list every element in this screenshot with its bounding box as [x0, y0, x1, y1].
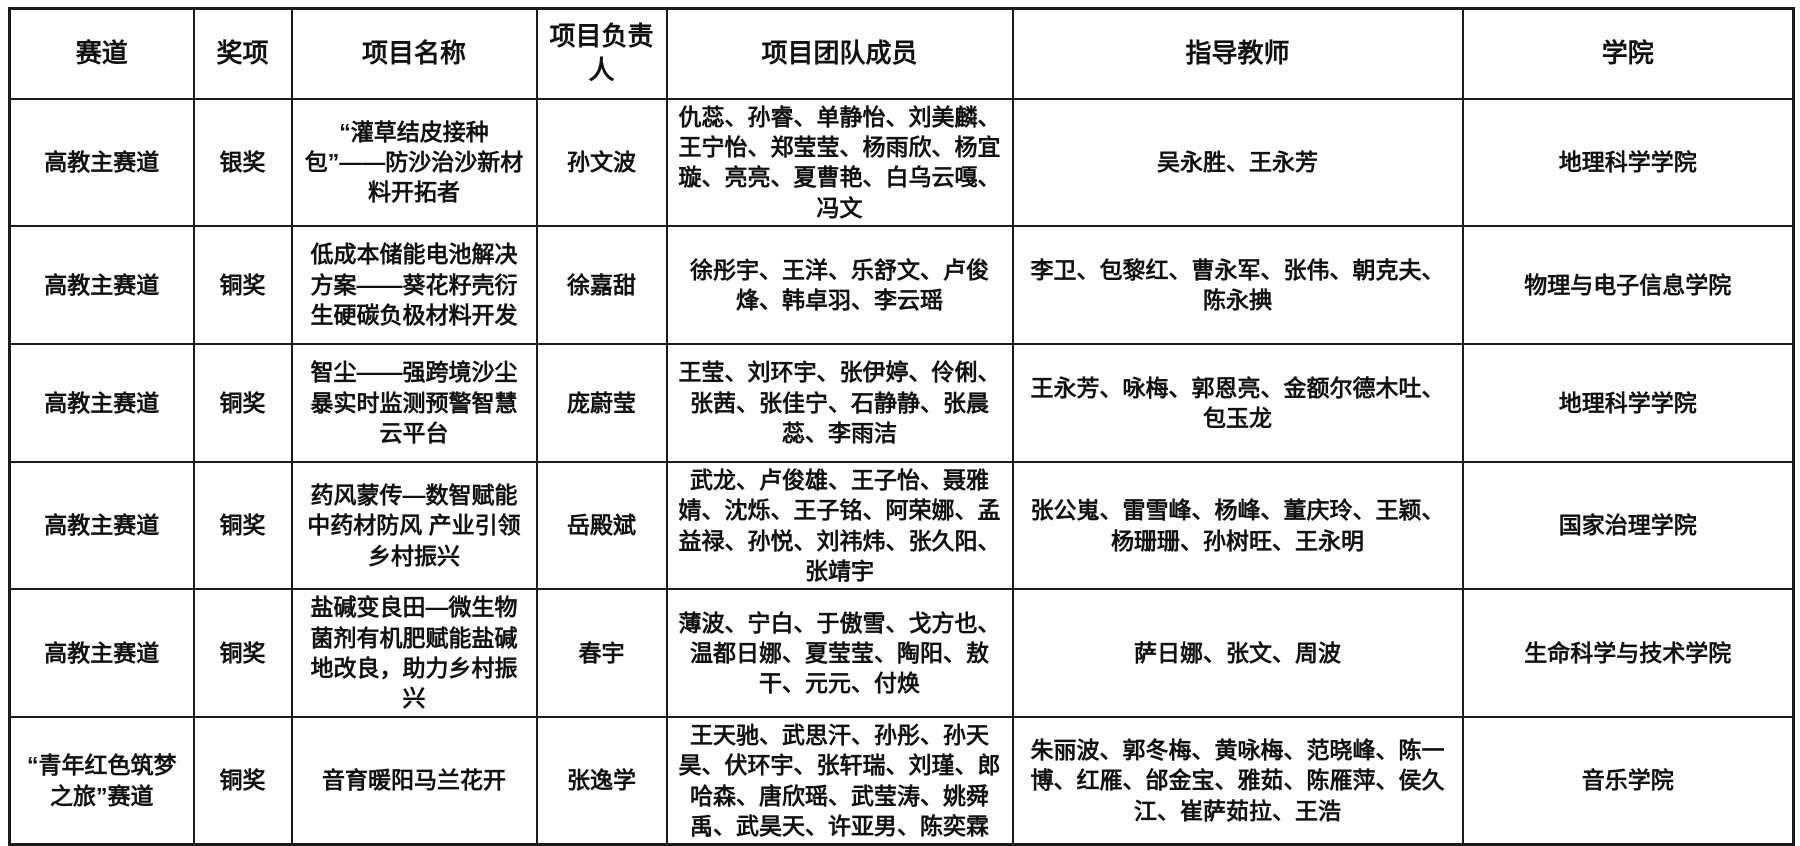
cell-project: “灌草结皮接种包”——防沙治沙新材料开拓者: [290, 97, 538, 227]
cell-award: 银奖: [192, 97, 293, 227]
cell-award: 铜奖: [192, 342, 293, 463]
table-row: 高教主赛道 铜奖 药风蒙传—数智赋能中药材防风 产业引领乡村振兴 岳殿斌 武龙、卢俊雄、…: [8, 460, 1795, 591]
cell-track: 高教主赛道: [8, 97, 195, 227]
document-page: 赛道 奖项 项目名称 项目负责人 项目团队成员 指导教师 学院 高教主赛道 银奖 “灌草结皮接种…: [8, 7, 1795, 846]
cell-project: 低成本储能电池解决方案——葵花籽壳衍生硬碳负极材料开发: [290, 224, 538, 345]
column-header-project: 项目名称: [290, 7, 538, 100]
cell-project: 智尘——强跨境沙尘暴实时监测预警智慧云平台: [290, 342, 538, 463]
cell-members: 薄波、宁白、于傲雪、戈方也、温都日娜、夏莹莹、陶阳、敖干、元元、付焕: [665, 588, 1014, 718]
cell-track: 高教主赛道: [8, 460, 195, 591]
cell-leader: 庞蔚莹: [535, 342, 668, 463]
cell-college: 国家治理学院: [1461, 460, 1795, 591]
cell-project: 音育暖阳马兰花开: [290, 715, 538, 846]
column-header-track: 赛道: [8, 7, 195, 100]
cell-track: 高教主赛道: [8, 224, 195, 345]
cell-college: 生命科学与技术学院: [1461, 588, 1795, 718]
cell-members: 王天驰、武思汗、孙彤、孙天昊、伏环宇、张轩瑞、刘瑾、郎哈森、唐欣瑶、武莹涛、姚舜…: [665, 715, 1014, 846]
column-header-teachers: 指导教师: [1011, 7, 1464, 100]
cell-award: 铜奖: [192, 715, 293, 846]
table-row: 高教主赛道 铜奖 智尘——强跨境沙尘暴实时监测预警智慧云平台 庞蔚莹 王莹、刘环宇、张伊…: [8, 342, 1795, 463]
table-row: 高教主赛道 铜奖 盐碱变良田—微生物菌剂有机肥赋能盐碱地改良，助力乡村振兴 春宇 薄波、…: [8, 588, 1795, 718]
cell-teachers: 吴永胜、王永芳: [1011, 97, 1464, 227]
cell-teachers: 朱丽波、郭冬梅、黄咏梅、范晓峰、陈一博、红雁、邰金宝、雅茹、陈雁萍、侯久江、崔萨…: [1011, 715, 1464, 846]
column-header-college: 学院: [1461, 7, 1795, 100]
header-row: 赛道 奖项 项目名称 项目负责人 项目团队成员 指导教师 学院: [8, 7, 1795, 100]
cell-teachers: 萨日娜、张文、周波: [1011, 588, 1464, 718]
cell-track: 高教主赛道: [8, 342, 195, 463]
table-row: 高教主赛道 铜奖 低成本储能电池解决方案——葵花籽壳衍生硬碳负极材料开发 徐嘉甜 徐彤宇…: [8, 224, 1795, 345]
cell-award: 铜奖: [192, 224, 293, 345]
table-row: 高教主赛道 银奖 “灌草结皮接种包”——防沙治沙新材料开拓者 孙文波 仇蕊、孙睿、单静怡…: [8, 97, 1795, 227]
cell-leader: 春宇: [535, 588, 668, 718]
cell-award: 铜奖: [192, 460, 293, 591]
cell-members: 武龙、卢俊雄、王子怡、聂雅婧、沈烁、王子铭、阿荣娜、孟益禄、孙悦、刘祎炜、张久阳…: [665, 460, 1014, 591]
cell-leader: 张逸学: [535, 715, 668, 846]
cell-award: 铜奖: [192, 588, 293, 718]
cell-track: 高教主赛道: [8, 588, 195, 718]
awards-table: 赛道 奖项 项目名称 项目负责人 项目团队成员 指导教师 学院 高教主赛道 银奖 “灌草结皮接种…: [8, 7, 1795, 846]
cell-college: 物理与电子信息学院: [1461, 224, 1795, 345]
cell-members: 徐彤宇、王洋、乐舒文、卢俊烽、韩卓羽、李云瑶: [665, 224, 1014, 345]
cell-leader: 徐嘉甜: [535, 224, 668, 345]
cell-college: 音乐学院: [1461, 715, 1795, 846]
cell-project: 盐碱变良田—微生物菌剂有机肥赋能盐碱地改良，助力乡村振兴: [290, 588, 538, 718]
column-header-members: 项目团队成员: [665, 7, 1014, 100]
cell-track: “青年红色筑梦之旅”赛道: [8, 715, 195, 846]
table-body: 高教主赛道 银奖 “灌草结皮接种包”——防沙治沙新材料开拓者 孙文波 仇蕊、孙睿、单静怡…: [8, 97, 1795, 846]
cell-members: 仇蕊、孙睿、单静怡、刘美麟、王宁怡、郑莹莹、杨雨欣、杨宜璇、亮亮、夏曹艳、白乌云…: [665, 97, 1014, 227]
cell-teachers: 王永芳、咏梅、郭恩亮、金额尔德木吐、包玉龙: [1011, 342, 1464, 463]
cell-leader: 孙文波: [535, 97, 668, 227]
cell-college: 地理科学学院: [1461, 97, 1795, 227]
cell-college: 地理科学学院: [1461, 342, 1795, 463]
cell-teachers: 张公嵬、雷雪峰、杨峰、董庆玲、王颖、杨珊珊、孙树旺、王永明: [1011, 460, 1464, 591]
column-header-award: 奖项: [192, 7, 293, 100]
cell-teachers: 李卫、包黎红、曹永军、张伟、朝克夫、陈永捵: [1011, 224, 1464, 345]
table-row: “青年红色筑梦之旅”赛道 铜奖 音育暖阳马兰花开 张逸学 王天驰、武思汗、孙彤、孙天昊、…: [8, 715, 1795, 846]
cell-members: 王莹、刘环宇、张伊婷、伶俐、张茜、张佳宁、石静静、张晨蕊、李雨洁: [665, 342, 1014, 463]
column-header-leader: 项目负责人: [535, 7, 668, 100]
cell-project: 药风蒙传—数智赋能中药材防风 产业引领乡村振兴: [290, 460, 538, 591]
cell-leader: 岳殿斌: [535, 460, 668, 591]
